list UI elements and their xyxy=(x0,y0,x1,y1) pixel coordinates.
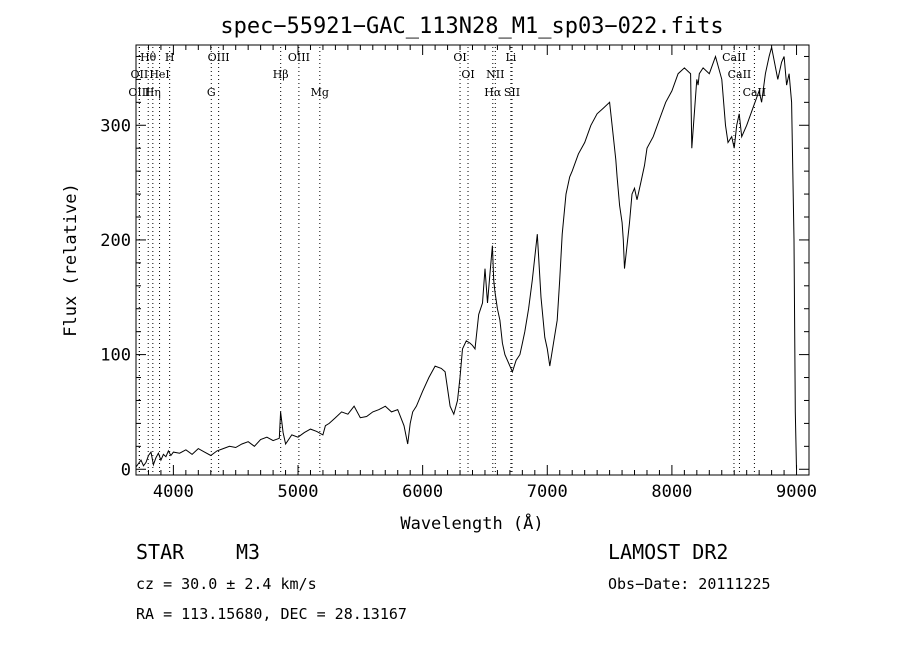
line-marker-label: SII xyxy=(504,86,520,99)
x-tick-label: 4000 xyxy=(153,482,194,502)
y-tick-label: 300 xyxy=(100,116,131,136)
plot-frame xyxy=(135,44,810,476)
spectrum-line xyxy=(135,47,797,470)
y-tick-label: 200 xyxy=(100,231,131,251)
x-tick-label: 6000 xyxy=(402,482,443,502)
line-marker-label: OIII xyxy=(128,86,150,99)
x-tick-label: 8000 xyxy=(651,482,692,502)
line-marker-label: OIII xyxy=(208,51,230,64)
line-marker-label: CaII xyxy=(722,51,746,64)
line-marker-label: OI xyxy=(461,68,474,81)
redshift-text: cz = 30.0 ± 2.4 km/s xyxy=(136,575,317,593)
x-tick-label: 9000 xyxy=(776,482,817,502)
line-marker-label: Hθ xyxy=(140,51,157,64)
x-tick-label: 5000 xyxy=(278,482,319,502)
survey-name: LAMOST DR2 xyxy=(608,540,729,564)
x-tick-label: 7000 xyxy=(527,482,568,502)
line-marker-label: CaII xyxy=(728,68,752,81)
axis-ticks: 4000 5000 6000 7000 8000 9000 0 100 200 300 xyxy=(100,45,817,502)
coordinates-text: RA = 113.15680, DEC = 28.13167 xyxy=(136,605,407,623)
object-class: STAR xyxy=(136,540,185,564)
line-marker-label: Hη xyxy=(145,86,161,99)
line-marker-label: Mg xyxy=(311,86,329,99)
y-tick-label: 100 xyxy=(100,346,131,366)
line-marker-label: Hβ xyxy=(273,68,289,81)
object-subclass: M3 xyxy=(236,540,261,564)
line-marker-label: OIII xyxy=(288,51,310,64)
y-tick-label: 0 xyxy=(121,460,131,480)
line-marker-label: OI xyxy=(453,51,466,64)
line-marker-label: G xyxy=(207,86,216,99)
line-marker-label: NII xyxy=(486,68,504,81)
y-axis-label: Flux (relative) xyxy=(61,183,81,337)
obs-date: Obs−Date: 20111225 xyxy=(608,575,771,593)
line-marker-label: HeI xyxy=(149,68,169,81)
line-marker-label: H xyxy=(165,51,175,64)
line-marker-label: Hα xyxy=(484,86,502,99)
line-marker-label: OII xyxy=(131,68,149,81)
x-axis-label: Wavelength (Å) xyxy=(400,512,543,534)
line-marker-label: Li xyxy=(505,51,516,64)
chart-title: spec−55921−GAC_113N28_M1_sp03−022.fits xyxy=(220,14,723,39)
